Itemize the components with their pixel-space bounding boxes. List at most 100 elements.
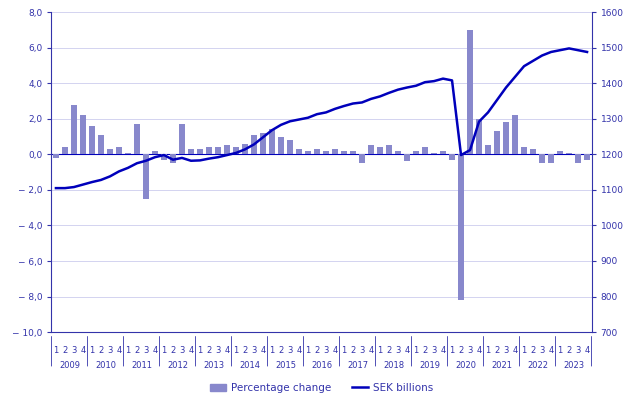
Bar [494, 131, 500, 154]
Bar [179, 124, 185, 154]
Bar [413, 151, 419, 154]
Text: 1: 1 [161, 347, 167, 356]
Text: 1: 1 [125, 347, 131, 356]
Bar [341, 151, 347, 154]
Bar [98, 135, 104, 154]
Bar [512, 115, 518, 154]
Text: 2: 2 [278, 347, 284, 356]
Text: 2: 2 [98, 347, 104, 356]
Text: 1: 1 [305, 347, 311, 356]
Text: 2011: 2011 [131, 361, 152, 370]
Text: 1: 1 [521, 347, 527, 356]
Text: 2: 2 [386, 347, 392, 356]
Bar [476, 119, 482, 154]
Text: 2015: 2015 [275, 361, 296, 370]
Bar [377, 147, 383, 154]
Bar [449, 154, 455, 160]
Bar [242, 144, 248, 154]
Text: 4: 4 [512, 347, 518, 356]
Text: 2009: 2009 [59, 361, 80, 370]
Bar [224, 145, 230, 154]
Text: 3: 3 [539, 347, 545, 356]
Text: 2021: 2021 [491, 361, 512, 370]
Text: 2018: 2018 [383, 361, 404, 370]
Bar [53, 154, 59, 158]
Text: 1: 1 [449, 347, 455, 356]
Bar [170, 154, 176, 163]
Text: 2014: 2014 [239, 361, 260, 370]
Bar [71, 104, 77, 154]
Text: 2019: 2019 [419, 361, 440, 370]
Bar [269, 130, 275, 154]
Text: 3: 3 [467, 347, 473, 356]
Text: 2016: 2016 [311, 361, 332, 370]
Text: 2020: 2020 [455, 361, 476, 370]
Bar [332, 149, 338, 154]
Text: 2: 2 [350, 347, 356, 356]
Bar [350, 151, 356, 154]
Text: 2010: 2010 [95, 361, 116, 370]
Text: 4: 4 [188, 347, 194, 356]
Bar [530, 149, 536, 154]
Text: 4: 4 [368, 347, 374, 356]
Text: 1: 1 [377, 347, 383, 356]
Text: 1: 1 [233, 347, 239, 356]
Bar [143, 154, 149, 199]
Text: 2022: 2022 [527, 361, 548, 370]
Text: 1: 1 [197, 347, 203, 356]
Bar [89, 126, 95, 154]
Bar [503, 122, 509, 154]
Text: 2: 2 [530, 347, 536, 356]
Bar [251, 135, 257, 154]
Bar [458, 154, 464, 300]
Bar [548, 154, 554, 163]
Bar [422, 147, 428, 154]
Text: 3: 3 [71, 347, 77, 356]
Text: 4: 4 [80, 347, 86, 356]
Text: 2023: 2023 [563, 361, 584, 370]
Bar [107, 149, 113, 154]
Text: 1: 1 [485, 347, 491, 356]
Bar [323, 151, 329, 154]
Bar [161, 154, 167, 160]
Bar [62, 147, 68, 154]
Bar [395, 151, 401, 154]
Text: 3: 3 [251, 347, 257, 356]
Text: 4: 4 [332, 347, 338, 356]
Text: 3: 3 [323, 347, 329, 356]
Bar [260, 133, 266, 154]
Text: 3: 3 [575, 347, 581, 356]
Text: 1: 1 [341, 347, 347, 356]
Text: 2: 2 [242, 347, 248, 356]
Bar [539, 154, 545, 163]
Bar [125, 153, 131, 154]
Text: 4: 4 [404, 347, 410, 356]
Bar [197, 149, 203, 154]
Bar [521, 147, 527, 154]
Text: 3: 3 [179, 347, 185, 356]
Text: 1: 1 [89, 347, 95, 356]
Text: 4: 4 [260, 347, 266, 356]
Bar [557, 151, 563, 154]
Text: 1: 1 [557, 347, 563, 356]
Text: 2: 2 [494, 347, 500, 356]
Bar [287, 140, 293, 154]
Text: 2: 2 [62, 347, 68, 356]
Text: 2: 2 [566, 347, 572, 356]
Bar [206, 147, 212, 154]
Legend: Percentage change, SEK billions: Percentage change, SEK billions [206, 379, 437, 397]
Text: 2: 2 [422, 347, 428, 356]
Text: 3: 3 [395, 347, 401, 356]
Bar [431, 153, 437, 154]
Bar [152, 151, 158, 154]
Bar [584, 154, 590, 160]
Text: 4: 4 [548, 347, 554, 356]
Text: 3: 3 [287, 347, 293, 356]
Text: 2012: 2012 [167, 361, 188, 370]
Bar [188, 149, 194, 154]
Bar [215, 147, 221, 154]
Bar [386, 145, 392, 154]
Text: 3: 3 [503, 347, 509, 356]
Bar [575, 154, 581, 163]
Bar [233, 147, 239, 154]
